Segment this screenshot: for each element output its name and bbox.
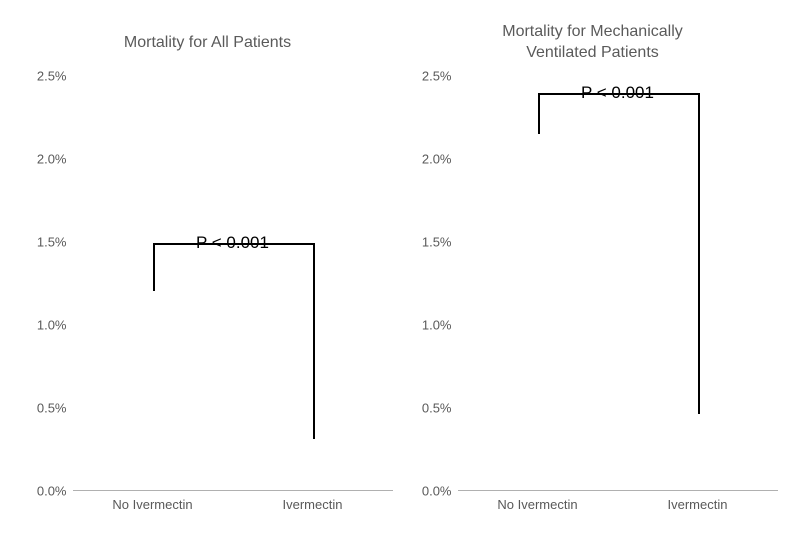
y-tick-label: 2.5% bbox=[422, 69, 452, 84]
x-tick-label: Ivermectin bbox=[245, 497, 379, 512]
x-axis: No Ivermectin Ivermectin bbox=[408, 491, 778, 512]
chart-area: 0.0%0.5%1.0%1.5%2.0%2.5% P < 0.001 bbox=[23, 76, 393, 491]
x-tick-label: No Ivermectin bbox=[470, 497, 604, 512]
bars-container bbox=[458, 76, 778, 490]
chart-panel-ventilated-patients: Mortality for Mechanically Ventilated Pa… bbox=[408, 20, 778, 512]
y-tick-label: 0.0% bbox=[422, 484, 452, 499]
x-axis: No Ivermectin Ivermectin bbox=[23, 491, 393, 512]
y-tick-label: 0.5% bbox=[37, 401, 67, 416]
plot-region: P < 0.001 bbox=[73, 76, 393, 491]
chart-panel-all-patients: Mortality for All Patients 0.0% 0.5% 1.0% 1… bbox=[23, 20, 393, 512]
bars-container bbox=[73, 76, 393, 490]
chart-title: Mortality for All Patients bbox=[124, 20, 291, 66]
chart-title: Mortality for Mechanically Ventilated Pa… bbox=[502, 20, 683, 66]
y-tick-label: 2.5% bbox=[37, 69, 67, 84]
y-tick-label: 1.0% bbox=[37, 318, 67, 333]
x-tick-label: Ivermectin bbox=[630, 497, 764, 512]
y-tick-label: 2.0% bbox=[422, 152, 452, 167]
y-axis: 0.0%0.5%1.0%1.5%2.0%2.5% bbox=[23, 76, 73, 491]
y-tick-label: 1.5% bbox=[422, 235, 452, 250]
chart-area: 0.0%0.5%1.0%1.5%2.0%2.5% P < 0.001 bbox=[408, 76, 778, 491]
y-tick-label: 0.5% bbox=[422, 401, 452, 416]
plot-region: P < 0.001 bbox=[458, 76, 778, 491]
y-tick-label: 2.0% bbox=[37, 152, 67, 167]
x-tick-label: No Ivermectin bbox=[85, 497, 219, 512]
y-axis: 0.0%0.5%1.0%1.5%2.0%2.5% bbox=[408, 76, 458, 491]
y-tick-label: 0.0% bbox=[37, 484, 67, 499]
y-tick-label: 1.0% bbox=[422, 318, 452, 333]
y-tick-label: 1.5% bbox=[37, 235, 67, 250]
